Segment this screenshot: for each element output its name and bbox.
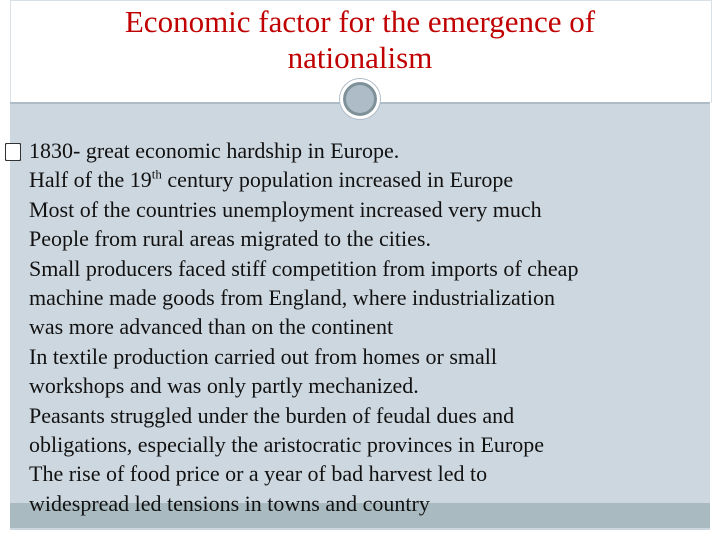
bullet: In textile production carried out from h… (0, 143, 720, 401)
bullet: 1830- great economic hardship in Europe. (0, 136, 720, 165)
title-line: Economic factor for the emergence of (124, 4, 596, 39)
content-area (10, 102, 710, 530)
bullet-line: Small producers faced stiff competition … (29, 255, 579, 281)
bullet-marker (5, 143, 21, 161)
bullet-line: obligations, especially the aristocratic… (29, 432, 545, 458)
bullet: Half of the 19th century population incr… (0, 143, 720, 194)
bullet: People from rural areas migrated to the … (0, 143, 720, 253)
bullet-line: was more advanced than on the continent (29, 314, 394, 340)
bottom-band (10, 503, 710, 528)
slide-title: Economic factor for the emergence of nati… (0, 4, 720, 76)
bullet-line: Most of the countries unemployment incre… (29, 196, 542, 222)
bullet: Most of the countries unemployment incre… (0, 143, 720, 224)
superscript: th (151, 167, 162, 183)
text-run: century population increased in Europe (161, 167, 514, 193)
bullet-line: In textile production carried out from h… (29, 343, 497, 369)
bullet: Peasants struggled under the burden of f… (0, 143, 720, 460)
bullet-line: machine made goods from England, where i… (29, 285, 556, 311)
bullet-line: Half of the 19th century population incr… (0, 165, 720, 194)
bullet: Small producers faced stiff competition … (0, 143, 720, 342)
bullet-line: 1830- great economic hardship in Europe. (29, 138, 400, 163)
bullet-list: 1830- great economic hardship in Europe.… (0, 136, 720, 518)
divider-ornament (340, 79, 380, 119)
bullet-line: widespread led tensions in towns and cou… (29, 490, 430, 516)
bullet-line: People from rural areas migrated to the … (29, 226, 431, 252)
bullet-line: workshops and was only partly mechanized… (29, 373, 419, 399)
title-line: nationalism (287, 40, 433, 75)
bullet: The rise of food price or a year of bad … (0, 143, 720, 518)
bullet-line: The rise of food price or a year of bad … (29, 461, 488, 487)
bullet-line: Peasants struggled under the burden of f… (29, 402, 515, 428)
text-run: Half of the 19 (29, 167, 152, 193)
